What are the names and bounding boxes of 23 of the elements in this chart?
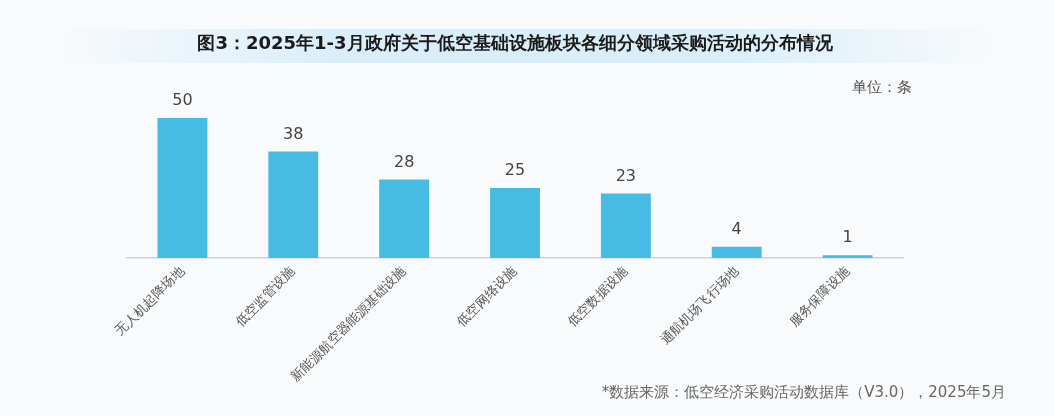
x-tick-label: 服务保障设施: [786, 263, 853, 330]
bar: [600, 193, 651, 258]
bar: [711, 246, 762, 258]
data-label: 38: [283, 123, 304, 143]
x-tick-label: 低空监管设施: [232, 263, 298, 330]
x-tick-label: 低空数据设施: [564, 263, 631, 330]
text: 单位：条: [852, 77, 912, 96]
data-label: 1: [842, 227, 853, 247]
data-label: 23: [615, 165, 637, 185]
text: *数据来源：低空经济采购活动数据库（V3.0），2025年5月: [601, 382, 1006, 401]
chart-title: 图3：2025年1-3月政府关于低空基础设施板块各细分领域采购活动的分布情况: [197, 32, 834, 54]
data-label: 28: [393, 151, 415, 171]
data-label: 4: [731, 218, 742, 238]
x-tick-label: 通航机场飞行场地: [657, 263, 742, 348]
bar: [822, 255, 873, 258]
bar: [379, 179, 430, 258]
x-tick-label: 无人机起降场地: [111, 263, 187, 339]
data-label: 50: [172, 90, 193, 110]
x-tick-label: 低空网络设施: [453, 263, 520, 330]
bar: [157, 118, 208, 258]
bar: [490, 188, 540, 258]
bar: [268, 151, 319, 258]
data-label: 25: [504, 160, 526, 180]
